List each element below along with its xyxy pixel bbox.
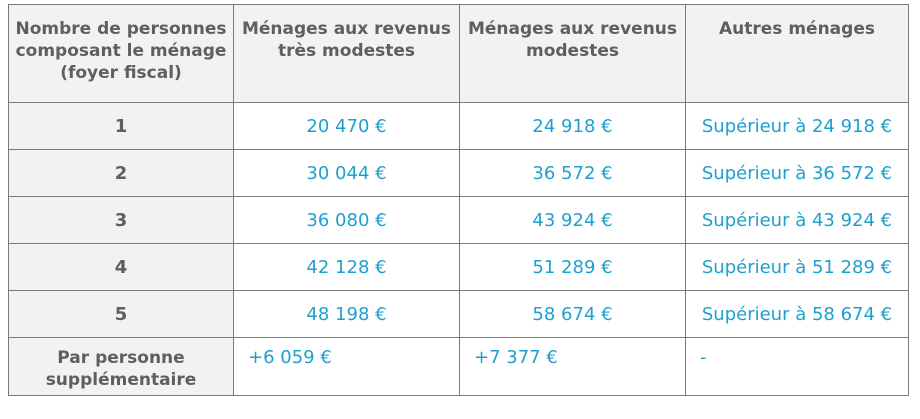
very-modest-threshold-cell: 48 198 €: [233, 290, 460, 338]
very-modest-threshold-cell: 42 128 €: [233, 243, 460, 291]
table-row-additional-person: Par personne supplémentaire +6 059 € +7 …: [8, 337, 909, 396]
modest-threshold-cell: 43 924 €: [459, 196, 686, 244]
income-threshold-table: Nombre de personnes composant le ménage …: [8, 4, 909, 396]
other-threshold-cell: Supérieur à 58 674 €: [685, 290, 909, 338]
other-increment-cell: -: [685, 337, 909, 396]
household-size-cell: 2: [8, 149, 234, 197]
very-modest-increment-cell: +6 059 €: [233, 337, 460, 396]
very-modest-threshold-cell: 20 470 €: [233, 102, 460, 150]
header-household-size: Nombre de personnes composant le ménage …: [8, 4, 234, 103]
table-row: 1 20 470 € 24 918 € Supérieur à 24 918 €: [8, 102, 909, 150]
very-modest-threshold-cell: 30 044 €: [233, 149, 460, 197]
header-other-households: Autres ménages: [685, 4, 909, 103]
table-header-row: Nombre de personnes composant le ménage …: [8, 4, 909, 103]
additional-person-label: Par personne supplémentaire: [8, 337, 234, 396]
modest-threshold-cell: 51 289 €: [459, 243, 686, 291]
header-modest-income: Ménages aux revenus modestes: [459, 4, 686, 103]
other-threshold-cell: Supérieur à 24 918 €: [685, 102, 909, 150]
household-size-cell: 5: [8, 290, 234, 338]
very-modest-threshold-cell: 36 080 €: [233, 196, 460, 244]
household-size-cell: 3: [8, 196, 234, 244]
table-row: 3 36 080 € 43 924 € Supérieur à 43 924 €: [8, 196, 909, 244]
household-size-cell: 1: [8, 102, 234, 150]
table-row: 5 48 198 € 58 674 € Supérieur à 58 674 €: [8, 290, 909, 338]
other-threshold-cell: Supérieur à 43 924 €: [685, 196, 909, 244]
table-row: 2 30 044 € 36 572 € Supérieur à 36 572 €: [8, 149, 909, 197]
other-threshold-cell: Supérieur à 36 572 €: [685, 149, 909, 197]
modest-threshold-cell: 36 572 €: [459, 149, 686, 197]
modest-threshold-cell: 58 674 €: [459, 290, 686, 338]
header-very-modest-income: Ménages aux revenus très modestes: [233, 4, 460, 103]
modest-increment-cell: +7 377 €: [459, 337, 686, 396]
household-size-cell: 4: [8, 243, 234, 291]
table-row: 4 42 128 € 51 289 € Supérieur à 51 289 €: [8, 243, 909, 291]
other-threshold-cell: Supérieur à 51 289 €: [685, 243, 909, 291]
modest-threshold-cell: 24 918 €: [459, 102, 686, 150]
